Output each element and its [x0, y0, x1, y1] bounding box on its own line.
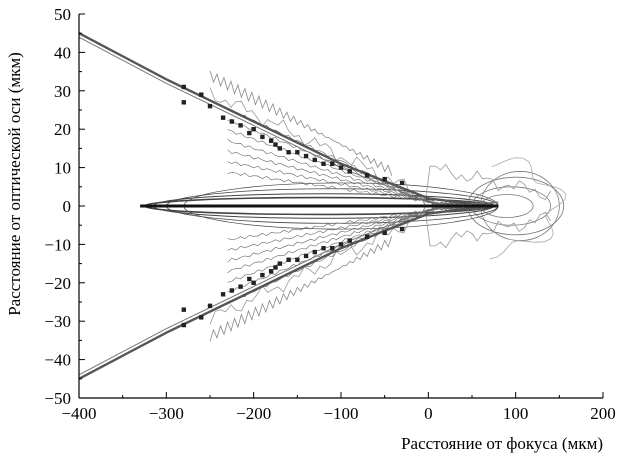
data-point [321, 161, 326, 166]
data-point [251, 280, 256, 285]
contour-line [227, 206, 481, 303]
data-point [229, 119, 235, 124]
data-point [330, 246, 335, 251]
fit-lines [78, 32, 499, 380]
y-ticks: −50 −40 −30 −20 −10 0 10 20 30 40 50 [44, 5, 85, 408]
contour-line [227, 206, 481, 293]
data-point [207, 303, 213, 309]
data-point [247, 130, 252, 136]
data-point [295, 257, 300, 262]
contour-cone-envelope [209, 70, 393, 176]
data-point [268, 138, 274, 143]
y-tick-label: 20 [54, 120, 71, 139]
y-tick-label: 10 [54, 159, 71, 178]
y-tick-label: 30 [54, 82, 71, 101]
data-point [286, 150, 291, 155]
data-point [330, 161, 335, 166]
x-tick-label: −300 [149, 404, 184, 423]
x-tick-label: −200 [236, 404, 271, 423]
y-tick-label: 50 [54, 5, 71, 24]
data-point [181, 84, 186, 90]
contour-envelope [209, 206, 551, 325]
data-point [399, 180, 405, 186]
data-point [399, 226, 405, 232]
y-axis-label: Расстояние от оптической оси (мкм) [5, 52, 24, 316]
x-ticks: −400 −300 −200 −100 0 100 200 [61, 392, 616, 423]
x-tick-label: 0 [424, 404, 433, 423]
data-point [286, 257, 291, 262]
y-tick-label: −50 [44, 389, 71, 408]
x-axis-label: Расстояние от фокуса (мкм) [401, 434, 603, 453]
data-point [199, 92, 204, 97]
data-point [238, 284, 243, 289]
contour-cone-envelope [209, 236, 393, 342]
contour-line [227, 109, 481, 206]
data-point [220, 115, 226, 120]
x-tick-label: 100 [503, 404, 529, 423]
data-point [251, 127, 256, 132]
fit-line [78, 204, 499, 380]
data-point [247, 276, 252, 282]
data-point [338, 165, 344, 170]
data-point [347, 169, 352, 174]
contour-line [227, 138, 481, 206]
y-tick-label: 40 [54, 43, 71, 62]
data-point [273, 265, 278, 270]
contour-outer-right [489, 157, 567, 260]
contour-envelope [209, 87, 551, 206]
fit-line [78, 32, 499, 208]
y-tick-label: −30 [44, 312, 71, 331]
data-point [220, 292, 226, 297]
data-point [277, 261, 283, 266]
x-tick-label: 200 [590, 404, 616, 423]
data-point [273, 142, 278, 147]
data-point [260, 272, 265, 278]
data-point [347, 238, 352, 243]
data-point [181, 100, 186, 105]
data-point [181, 307, 186, 312]
data-points [181, 84, 405, 328]
data-point [382, 230, 387, 236]
data-point [260, 134, 265, 140]
data-point [312, 249, 317, 255]
x-tick-label: −100 [323, 404, 358, 423]
data-point [365, 173, 370, 178]
data-point [303, 153, 309, 159]
contour-line [227, 119, 481, 206]
data-point [338, 242, 344, 247]
data-point [277, 146, 283, 151]
y-tick-label: 0 [63, 197, 72, 216]
y-tick-label: −10 [44, 235, 71, 254]
fit-line-inner [78, 36, 499, 209]
data-point [181, 322, 186, 328]
data-point [207, 103, 213, 109]
y-tick-label: −40 [44, 351, 71, 370]
data-point [312, 157, 317, 163]
data-point [229, 288, 235, 293]
data-point [238, 123, 243, 128]
contour-line [227, 206, 481, 274]
data-point [365, 234, 370, 239]
y-tick-label: −20 [44, 274, 71, 293]
data-point [321, 246, 326, 251]
x-tick-label: −400 [61, 404, 96, 423]
data-point [382, 176, 387, 182]
data-point [199, 315, 204, 320]
data-point [268, 269, 274, 274]
data-point [295, 150, 300, 155]
data-point [303, 253, 309, 259]
